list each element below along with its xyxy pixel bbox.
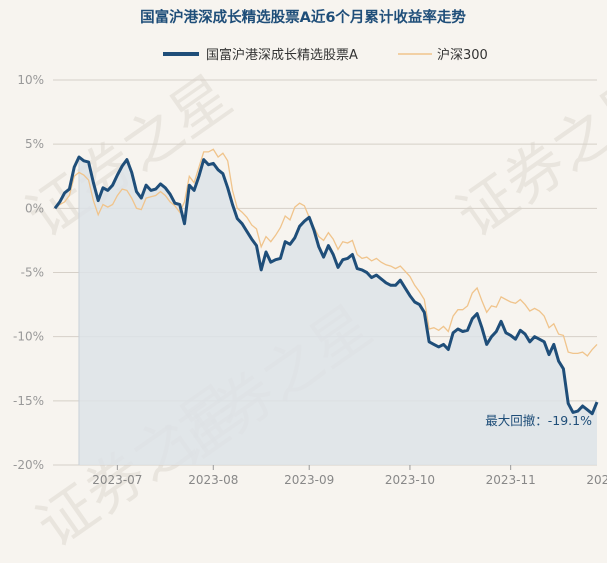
chart-svg: 10%5%0%-5%-10%-15%-20% 2023-07 2023-08 202… <box>13 8 607 487</box>
y-tick-label: 10% <box>17 73 44 87</box>
fund-area <box>79 157 597 465</box>
y-tick-label: -5% <box>21 266 44 280</box>
series-line-fund <box>53 155 599 416</box>
max-drawdown-annotation: 最大回撤：-19.1% <box>485 413 592 428</box>
y-tick-label: -10% <box>13 330 44 344</box>
x-tick-labels: 2023-07 2023-08 2023-09 2023-10 2023-11 2023-… <box>92 465 607 487</box>
x-tick-label: 2023-10 <box>385 473 435 487</box>
x-tick-label: 2023-07 <box>92 473 142 487</box>
y-tick-label: 5% <box>25 137 44 151</box>
y-tick-label: -20% <box>13 458 44 472</box>
y-tick-label: 0% <box>25 201 44 215</box>
legend: 国富沪港深成长精选股票A 沪深300 <box>163 47 488 63</box>
y-tick-label: -15% <box>13 394 44 408</box>
legend-label-fund: 国富沪港深成长精选股票A <box>206 47 358 63</box>
x-tick-label: 2023-09 <box>284 473 334 487</box>
series-line-index <box>54 148 598 357</box>
legend-label-index: 沪深300 <box>437 47 488 63</box>
x-tick-label: 2023-11 <box>486 473 536 487</box>
x-tick-label: 2023-08 <box>188 473 238 487</box>
y-tick-labels: 10% 5% 0% -5% -10% -15% -20% <box>13 73 44 472</box>
chart-title: 国富沪港深成长精选股票A近6个月累计收益率走势 <box>140 8 466 26</box>
x-tick-label: 2023-12 <box>586 473 607 487</box>
